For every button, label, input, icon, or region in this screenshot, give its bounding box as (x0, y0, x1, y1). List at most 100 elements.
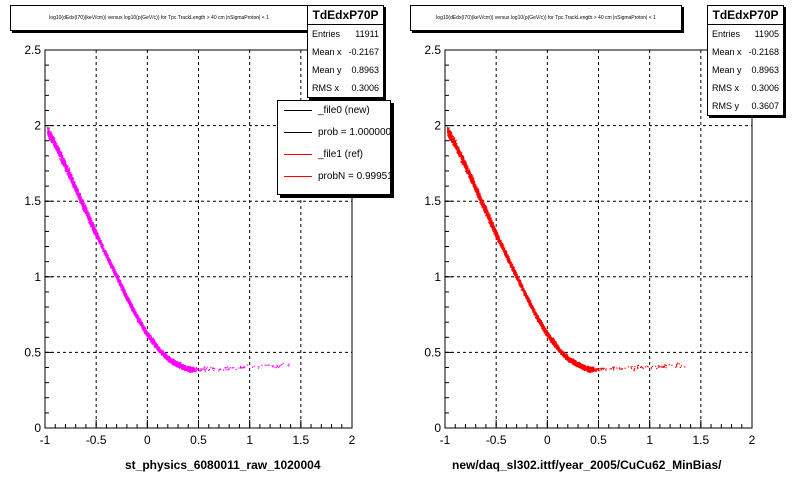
scatter-point (92, 224, 94, 226)
scatter-point (261, 364, 263, 366)
x-tick-label: 2 (749, 433, 756, 447)
scatter-point (116, 276, 118, 278)
scatter-point (99, 239, 101, 241)
scatter-point (142, 326, 144, 328)
scatter-point (91, 222, 94, 225)
scatter-point (51, 134, 53, 136)
scatter-point (150, 335, 152, 337)
scatter-point (60, 155, 62, 157)
scatter-point (67, 165, 69, 167)
scatter-point (155, 348, 158, 350)
scatter-point (68, 176, 70, 178)
scatter-point (53, 141, 55, 143)
scatter-point (63, 163, 65, 165)
scatter-point (89, 215, 91, 218)
scatter-point (154, 342, 156, 344)
scatter-point (152, 342, 154, 345)
scatter-point (108, 259, 110, 261)
scatter-point (161, 351, 163, 353)
scatter-point (83, 210, 85, 212)
scatter-point (76, 192, 78, 194)
scatter-point (158, 349, 161, 351)
scatter-point (185, 366, 187, 368)
scatter-point (132, 306, 134, 309)
scatter-point (47, 131, 49, 133)
scatter-point (203, 366, 205, 368)
scatter-point (204, 370, 206, 372)
scatter-point (126, 296, 128, 298)
scatter-point (77, 190, 79, 192)
scatter-point (105, 251, 107, 253)
scatter-point (184, 365, 186, 367)
scatter-point (177, 366, 179, 368)
scatter-point (126, 297, 128, 299)
scatter-point (120, 283, 122, 286)
scatter-point (121, 286, 123, 288)
scatter-point (50, 140, 52, 142)
scatter-point (82, 199, 84, 201)
scatter-point (469, 170, 471, 172)
scatter-point (177, 363, 179, 366)
scatter-point (137, 319, 139, 321)
scatter-point (67, 168, 69, 170)
scatter-point (143, 328, 145, 330)
scatter-point (147, 331, 149, 334)
scatter-point (78, 194, 80, 196)
scatter-point (90, 225, 92, 228)
scatter-point (466, 172, 468, 174)
scatter-point (151, 342, 153, 344)
scatter-point (87, 214, 89, 216)
scatter-point (121, 287, 123, 289)
scatter-point (74, 181, 76, 183)
scatter-point (112, 268, 115, 270)
scatter-point (134, 312, 136, 314)
scatter-point (124, 295, 126, 297)
scatter-point (95, 234, 98, 236)
scatter-point (138, 320, 140, 322)
scatter-point (92, 227, 94, 229)
scatter-point (90, 225, 93, 228)
scatter-point (50, 138, 52, 140)
scatter-point (84, 212, 87, 214)
scatter-point (85, 208, 87, 210)
scatter-point (135, 314, 137, 316)
scatter-point (90, 219, 92, 221)
scatter-point (71, 180, 73, 182)
scatter-point (152, 339, 154, 341)
scatter-point (84, 205, 86, 207)
scatter-point (111, 267, 114, 269)
scatter-point (96, 235, 98, 237)
scatter-point (271, 365, 273, 367)
scatter-point (63, 162, 65, 164)
scatter-point (192, 371, 194, 373)
scatter-point (190, 368, 192, 370)
scatter-point (127, 297, 129, 299)
scatter-point (62, 157, 64, 159)
scatter-point (167, 357, 169, 359)
scatter-point (198, 369, 200, 371)
scatter-point (68, 173, 70, 175)
scatter-point (158, 351, 161, 353)
scatter-point (59, 153, 61, 155)
scatter-point (204, 369, 206, 371)
scatter-point (61, 151, 63, 153)
scatter-point (104, 254, 106, 256)
scatter-point (68, 167, 71, 169)
scatter-point (54, 147, 56, 149)
scatter-point (53, 138, 55, 140)
scatter-point (75, 190, 77, 192)
scatter-point (121, 288, 123, 290)
scatter-point (206, 366, 208, 368)
scatter-point (152, 341, 154, 344)
scatter-point (193, 370, 195, 372)
scatter-point (132, 308, 134, 310)
scatter-point (82, 205, 84, 208)
scatter-point (282, 362, 284, 365)
scatter-point (95, 236, 98, 238)
scatter-point (110, 260, 112, 262)
scatter-point (84, 210, 86, 212)
scatter-point (113, 267, 115, 269)
scatter-point (151, 340, 153, 342)
scatter-point (69, 176, 71, 178)
scatter-point (74, 185, 76, 187)
